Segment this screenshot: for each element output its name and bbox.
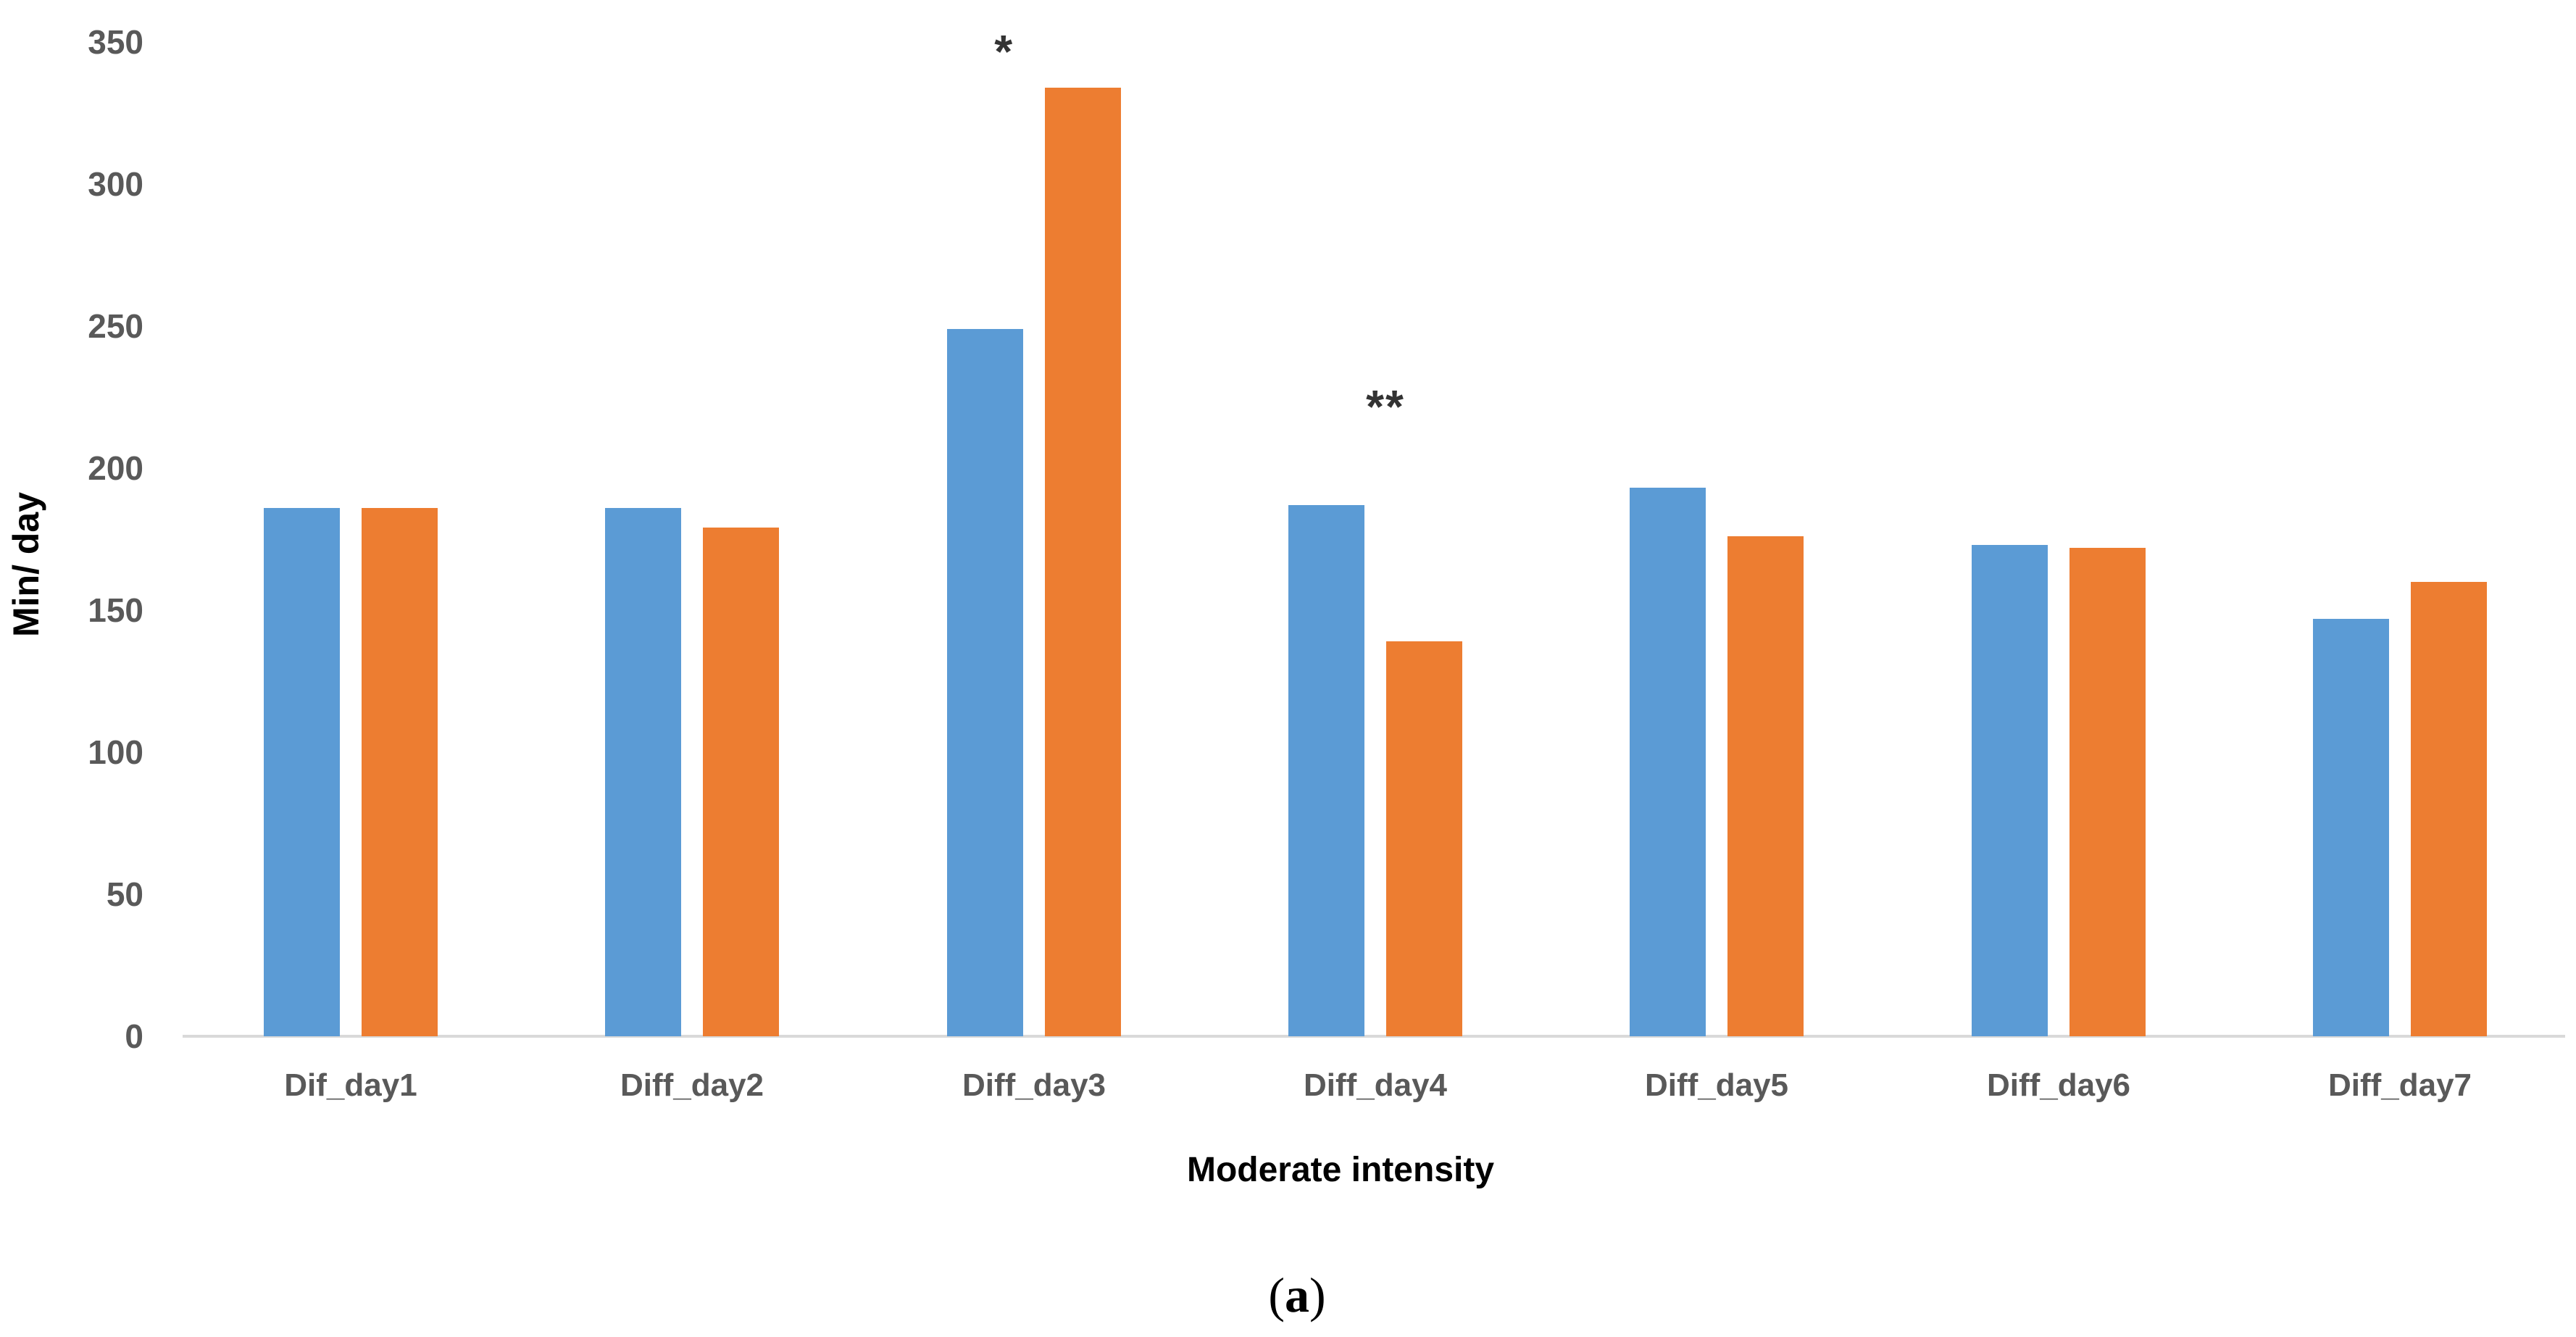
bar-dif_day1-series_1_blue: [264, 508, 340, 1036]
x-category-label-diff_day2: Diff_day2: [620, 1067, 764, 1103]
y-tick-label-250: 250: [88, 307, 143, 345]
y-tick-label-0: 0: [125, 1017, 143, 1055]
x-category-label-diff_day5: Diff_day5: [1644, 1067, 1789, 1103]
bar-diff_day4-series_2_orange: [1386, 641, 1462, 1036]
x-category-label-diff_day7: Diff_day7: [2327, 1067, 2472, 1103]
significance-marker-diff_day3: *: [994, 25, 1014, 78]
x-category-label-diff_day3: Diff_day3: [962, 1067, 1106, 1103]
bar-dif_day1-series_2_orange: [362, 508, 438, 1036]
bar-diff_day5-series_2_orange: [1727, 536, 1804, 1036]
y-tick-label-200: 200: [88, 449, 143, 487]
bar-diff_day6-series_1_blue: [1972, 545, 2048, 1036]
x-axis-line: [183, 1035, 2565, 1038]
y-tick-label-100: 100: [88, 733, 143, 771]
bar-diff_day3-series_2_orange: [1045, 88, 1121, 1036]
bar-diff_day4-series_1_blue: [1288, 505, 1364, 1036]
bar-diff_day2-series_1_blue: [605, 508, 681, 1036]
y-tick-label-50: 50: [106, 875, 143, 913]
figure-caption: (a): [1188, 1262, 1406, 1328]
caption-letter: a: [1285, 1267, 1309, 1323]
bar-diff_day3-series_1_blue: [947, 329, 1023, 1036]
bar-diff_day7-series_2_orange: [2411, 582, 2487, 1036]
y-tick-label-300: 300: [88, 165, 143, 203]
y-tick-label-150: 150: [88, 591, 143, 629]
x-category-label-diff_day6: Diff_day6: [1986, 1067, 2131, 1103]
y-tick-label-350: 350: [88, 23, 143, 61]
caption-open-paren: (: [1268, 1267, 1285, 1323]
caption-close-paren: ): [1309, 1267, 1326, 1323]
bar-diff_day7-series_1_blue: [2313, 619, 2389, 1036]
bar-diff_day5-series_1_blue: [1630, 488, 1706, 1036]
x-category-label-dif_day1: Dif_day1: [284, 1067, 417, 1103]
bar-diff_day2-series_2_orange: [703, 528, 779, 1036]
x-category-label-diff_day4: Diff_day4: [1303, 1067, 1448, 1103]
x-axis-title: Moderate intensity: [1186, 1151, 1495, 1189]
bar-diff_day6-series_2_orange: [2069, 548, 2146, 1036]
significance-marker-diff_day4: **: [1366, 380, 1405, 433]
